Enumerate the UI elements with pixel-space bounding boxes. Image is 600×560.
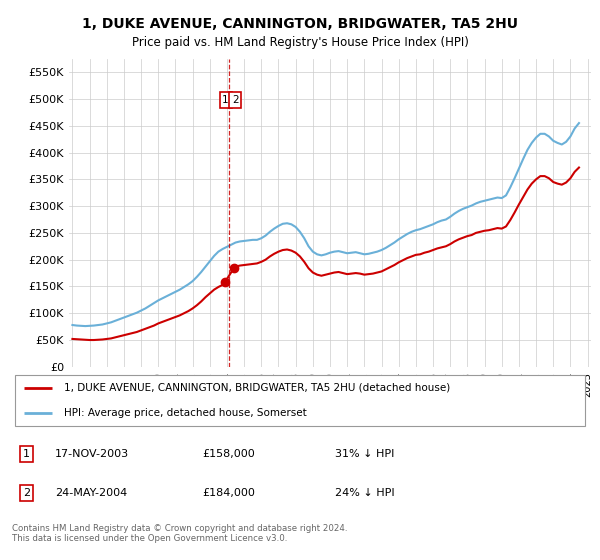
- Text: HPI: Average price, detached house, Somerset: HPI: Average price, detached house, Some…: [64, 408, 307, 418]
- Text: £184,000: £184,000: [202, 488, 255, 498]
- Text: 24% ↓ HPI: 24% ↓ HPI: [335, 488, 394, 498]
- Text: 1: 1: [23, 449, 30, 459]
- Text: 31% ↓ HPI: 31% ↓ HPI: [335, 449, 394, 459]
- Text: Price paid vs. HM Land Registry's House Price Index (HPI): Price paid vs. HM Land Registry's House …: [131, 36, 469, 49]
- Text: 2: 2: [232, 95, 239, 105]
- Text: 1: 1: [222, 95, 229, 105]
- Text: Contains HM Land Registry data © Crown copyright and database right 2024.
This d: Contains HM Land Registry data © Crown c…: [12, 524, 347, 543]
- Text: 1, DUKE AVENUE, CANNINGTON, BRIDGWATER, TA5 2HU (detached house): 1, DUKE AVENUE, CANNINGTON, BRIDGWATER, …: [64, 382, 450, 393]
- Text: 24-MAY-2004: 24-MAY-2004: [55, 488, 127, 498]
- Text: 2: 2: [23, 488, 30, 498]
- FancyBboxPatch shape: [15, 375, 585, 426]
- Text: 17-NOV-2003: 17-NOV-2003: [55, 449, 130, 459]
- Text: 1, DUKE AVENUE, CANNINGTON, BRIDGWATER, TA5 2HU: 1, DUKE AVENUE, CANNINGTON, BRIDGWATER, …: [82, 17, 518, 31]
- Text: £158,000: £158,000: [202, 449, 255, 459]
